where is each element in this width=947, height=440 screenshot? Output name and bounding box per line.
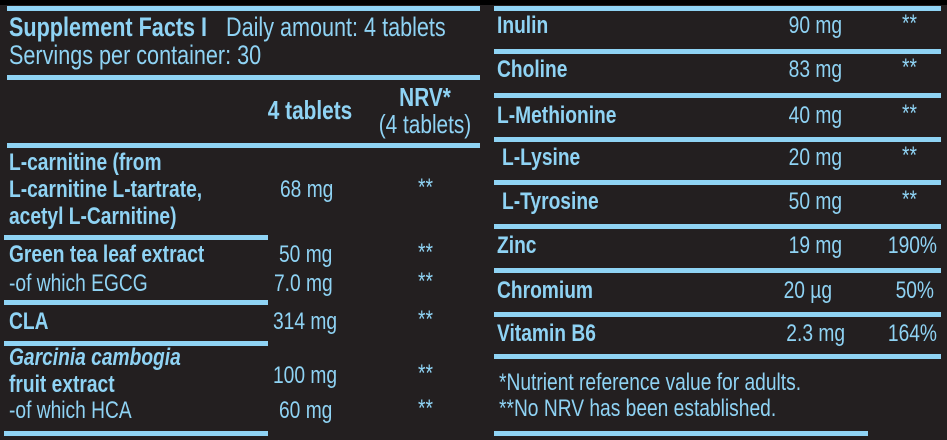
nutrient-name: fruit extract: [9, 371, 115, 398]
nutrient-amount: 50 mg: [279, 241, 333, 268]
nutrient-name: acetyl L-Carnitine): [9, 203, 177, 230]
sub-nutrient-nrv: **: [418, 395, 433, 422]
nutrient-name: L-carnitine (from: [9, 149, 162, 176]
divider: [7, 75, 480, 80]
column-header-nrv-sub: (4 tablets): [378, 109, 472, 139]
servings-per-container: Servings per container: 30: [9, 40, 262, 70]
nutrient-name: Zinc: [497, 232, 537, 259]
nutrient-nrv: 164%: [887, 320, 937, 347]
divider: [494, 354, 941, 359]
divider: [494, 49, 941, 54]
sub-nutrient-amount: 60 mg: [279, 397, 333, 424]
nutrient-amount: 83 mg: [788, 56, 842, 83]
nutrient-amount: 100 mg: [273, 362, 338, 389]
divider: [494, 224, 941, 229]
divider: [494, 6, 941, 11]
nutrient-amount: 19 mg: [788, 232, 842, 259]
nutrient-name: Vitamin B6: [497, 320, 596, 347]
nutrient-nrv: **: [418, 306, 433, 333]
nutrient-name: CLA: [9, 308, 49, 335]
title: Supplement Facts I: [9, 12, 208, 42]
daily-amount: Daily amount: 4 tablets: [226, 12, 446, 42]
nutrient-name: L-Lysine: [502, 144, 581, 171]
nutrient-name: L-carnitine L-tartrate,: [9, 176, 203, 203]
footnote-nrv: *Nutrient reference value for adults.: [499, 369, 802, 396]
nutrient-nrv: **: [902, 142, 917, 169]
sub-nutrient-nrv: **: [418, 268, 433, 295]
divider: [4, 341, 268, 346]
divider: [4, 300, 268, 305]
nutrient-amount: 20 µg: [783, 277, 832, 304]
nutrient-amount: 90 mg: [788, 12, 842, 39]
nutrient-amount: 40 mg: [788, 102, 842, 129]
divider: [494, 180, 941, 185]
divider: [4, 431, 268, 436]
nutrient-nrv: **: [418, 174, 433, 201]
nutrient-nrv: **: [902, 54, 917, 81]
sub-nutrient-name: -of which HCA: [9, 397, 132, 424]
divider: [494, 268, 941, 273]
nutrient-name: Chromium: [497, 277, 593, 304]
nutrient-name: Inulin: [497, 12, 549, 39]
nutrient-amount: 2.3 mg: [786, 320, 845, 347]
divider: [4, 235, 268, 240]
footnote-no-nrv: **No NRV has been established.: [499, 395, 777, 422]
nutrient-nrv: **: [902, 100, 917, 127]
divider: [494, 431, 868, 436]
nutrient-name: Choline: [497, 56, 568, 83]
divider: [494, 137, 941, 142]
nutrient-name: Green tea leaf extract: [9, 241, 205, 268]
nutrient-amount: 20 mg: [788, 144, 842, 171]
nutrient-nrv: 50%: [895, 277, 934, 304]
nutrient-amount: 68 mg: [280, 176, 334, 203]
nutrient-nrv: **: [902, 186, 917, 213]
divider: [494, 312, 941, 317]
nutrient-name: Garcinia cambogia: [9, 344, 181, 371]
divider: [7, 143, 480, 148]
nutrient-nrv: 190%: [887, 232, 937, 259]
nutrient-name: L-Methionine: [497, 102, 617, 129]
column-header-nrv: NRV*: [399, 82, 451, 112]
sub-nutrient-name: -of which EGCG: [9, 270, 148, 297]
nutrient-nrv: **: [418, 239, 433, 266]
nutrient-nrv: **: [418, 360, 433, 387]
nutrient-name: L-Tyrosine: [502, 188, 599, 215]
nutrient-nrv: **: [902, 10, 917, 37]
top-strip: [0, 0, 947, 5]
divider: [7, 6, 480, 11]
nutrient-amount: 314 mg: [273, 308, 338, 335]
column-header-amount: 4 tablets: [267, 95, 353, 125]
divider: [494, 93, 941, 98]
nutrient-amount: 50 mg: [788, 188, 842, 215]
sub-nutrient-amount: 7.0 mg: [274, 270, 333, 297]
